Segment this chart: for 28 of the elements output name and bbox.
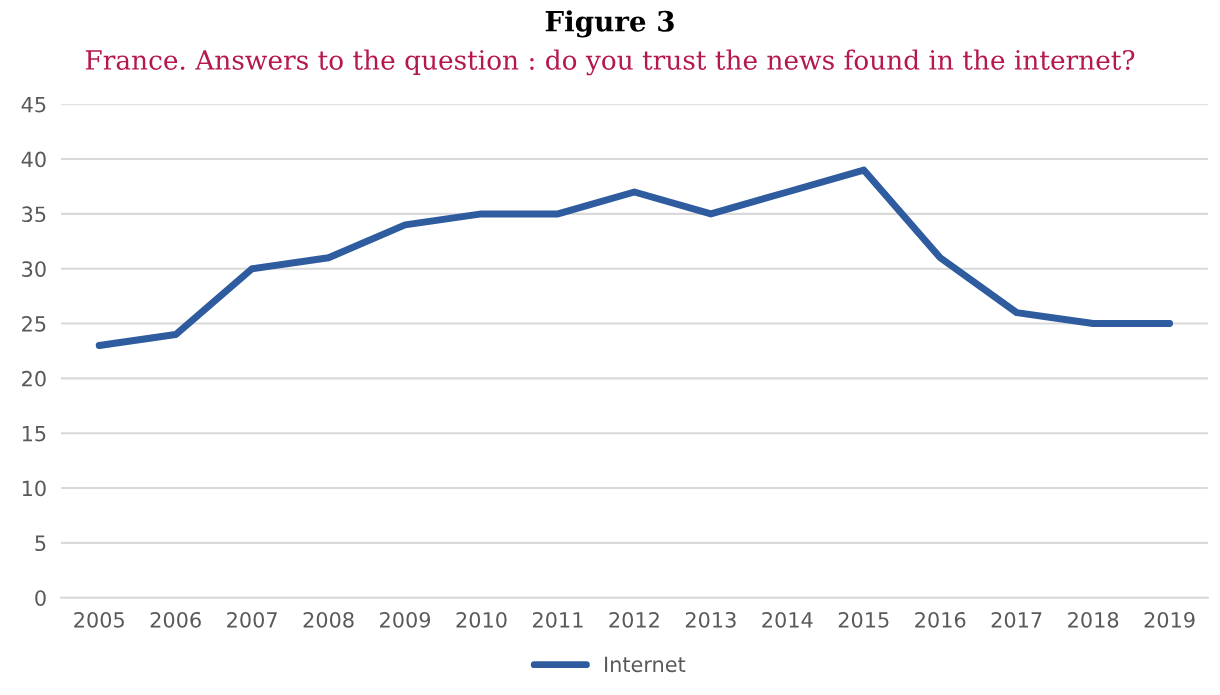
x-tick-label: 2017 <box>991 611 1042 628</box>
chart-subtitle: France. Answers to the question : do you trust the news found in the internet? <box>85 49 1135 76</box>
x-tick-label: 2012 <box>609 611 659 628</box>
x-tick-label: 2005 <box>74 611 124 628</box>
x-tick-label: 2013 <box>685 611 736 628</box>
y-tick-label: 20 <box>22 370 46 387</box>
x-tick-label: 2006 <box>150 611 201 628</box>
legend-label: Internet <box>605 656 686 673</box>
y-tick-label: 30 <box>22 261 46 277</box>
y-tick-label: 45 <box>21 96 46 113</box>
y-tick-label: 25 <box>22 316 46 332</box>
x-tick-label: 2009 <box>380 611 431 628</box>
y-tick-label: 5 <box>35 535 46 552</box>
x-tick-label: 2018 <box>1068 611 1119 628</box>
x-tick-label: 2010 <box>456 611 507 628</box>
x-tick-label: 2008 <box>303 611 354 628</box>
x-tick-label: 2016 <box>915 611 966 628</box>
x-tick-label: 2015 <box>838 611 889 628</box>
chart-title: Figure 3 <box>545 10 674 38</box>
y-tick-label: 0 <box>35 590 46 606</box>
y-tick-label: 35 <box>22 206 46 223</box>
y-tick-label: 40 <box>21 151 46 168</box>
x-tick-label: 2011 <box>532 611 583 628</box>
x-tick-label: 2019 <box>1144 611 1195 628</box>
y-tick-label: 15 <box>22 425 46 442</box>
y-tick-label: 10 <box>22 480 46 497</box>
x-tick-label: 2014 <box>762 611 813 628</box>
x-tick-label: 2007 <box>227 611 277 628</box>
